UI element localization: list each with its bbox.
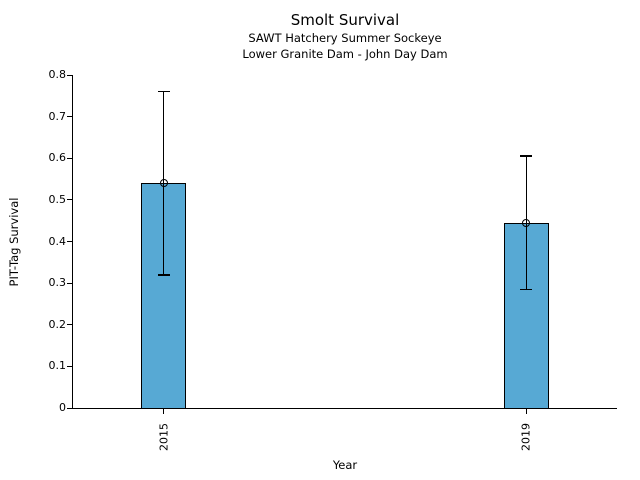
error-cap-lower-2019 (520, 288, 533, 291)
title-block: Smolt Survival SAWT Hatchery Summer Sock… (73, 11, 617, 62)
chart-subtitle-line2: Lower Granite Dam - John Day Dam (242, 47, 448, 61)
y-tick-label: 0.7 (48, 109, 67, 123)
y-tick (67, 407, 72, 409)
y-tick (67, 116, 72, 118)
y-axis-spine (72, 75, 73, 409)
y-tick-label: 0.6 (48, 151, 67, 165)
y-tick (67, 74, 72, 76)
y-tick (67, 241, 72, 242)
chart-title: Smolt Survival (290, 11, 400, 29)
x-tick (163, 409, 165, 414)
x-axis-label: Year (332, 458, 358, 472)
y-tick-label: 0.5 (48, 192, 67, 206)
y-tick-label: 0.1 (48, 359, 67, 373)
error-cap-lower-2015 (157, 274, 170, 276)
y-tick-label: 0.3 (48, 276, 67, 290)
x-tick (525, 409, 527, 414)
x-tick-label: 2019 (519, 423, 533, 451)
y-tick-label: 0.8 (48, 68, 67, 81)
x-tick-label: 2015 (157, 423, 171, 451)
y-tick-label: 0.2 (48, 317, 67, 331)
y-axis-label: PIT-Tag Survival (7, 197, 21, 287)
point-marker-2015 (159, 179, 168, 188)
chart-subtitle-line1: SAWT Hatchery Summer Sockeye (248, 31, 442, 45)
y-tick (67, 365, 72, 367)
point-marker-2019 (522, 218, 531, 227)
error-cap-upper-2015 (157, 90, 170, 93)
y-tick-label: 0 (59, 401, 66, 414)
y-tick (67, 282, 72, 284)
y-tick-label: 0.4 (48, 234, 67, 248)
y-tick (67, 157, 72, 159)
y-tick (67, 199, 72, 201)
x-axis-spine (72, 408, 617, 409)
y-tick (67, 324, 72, 326)
error-cap-upper-2019 (520, 155, 533, 157)
